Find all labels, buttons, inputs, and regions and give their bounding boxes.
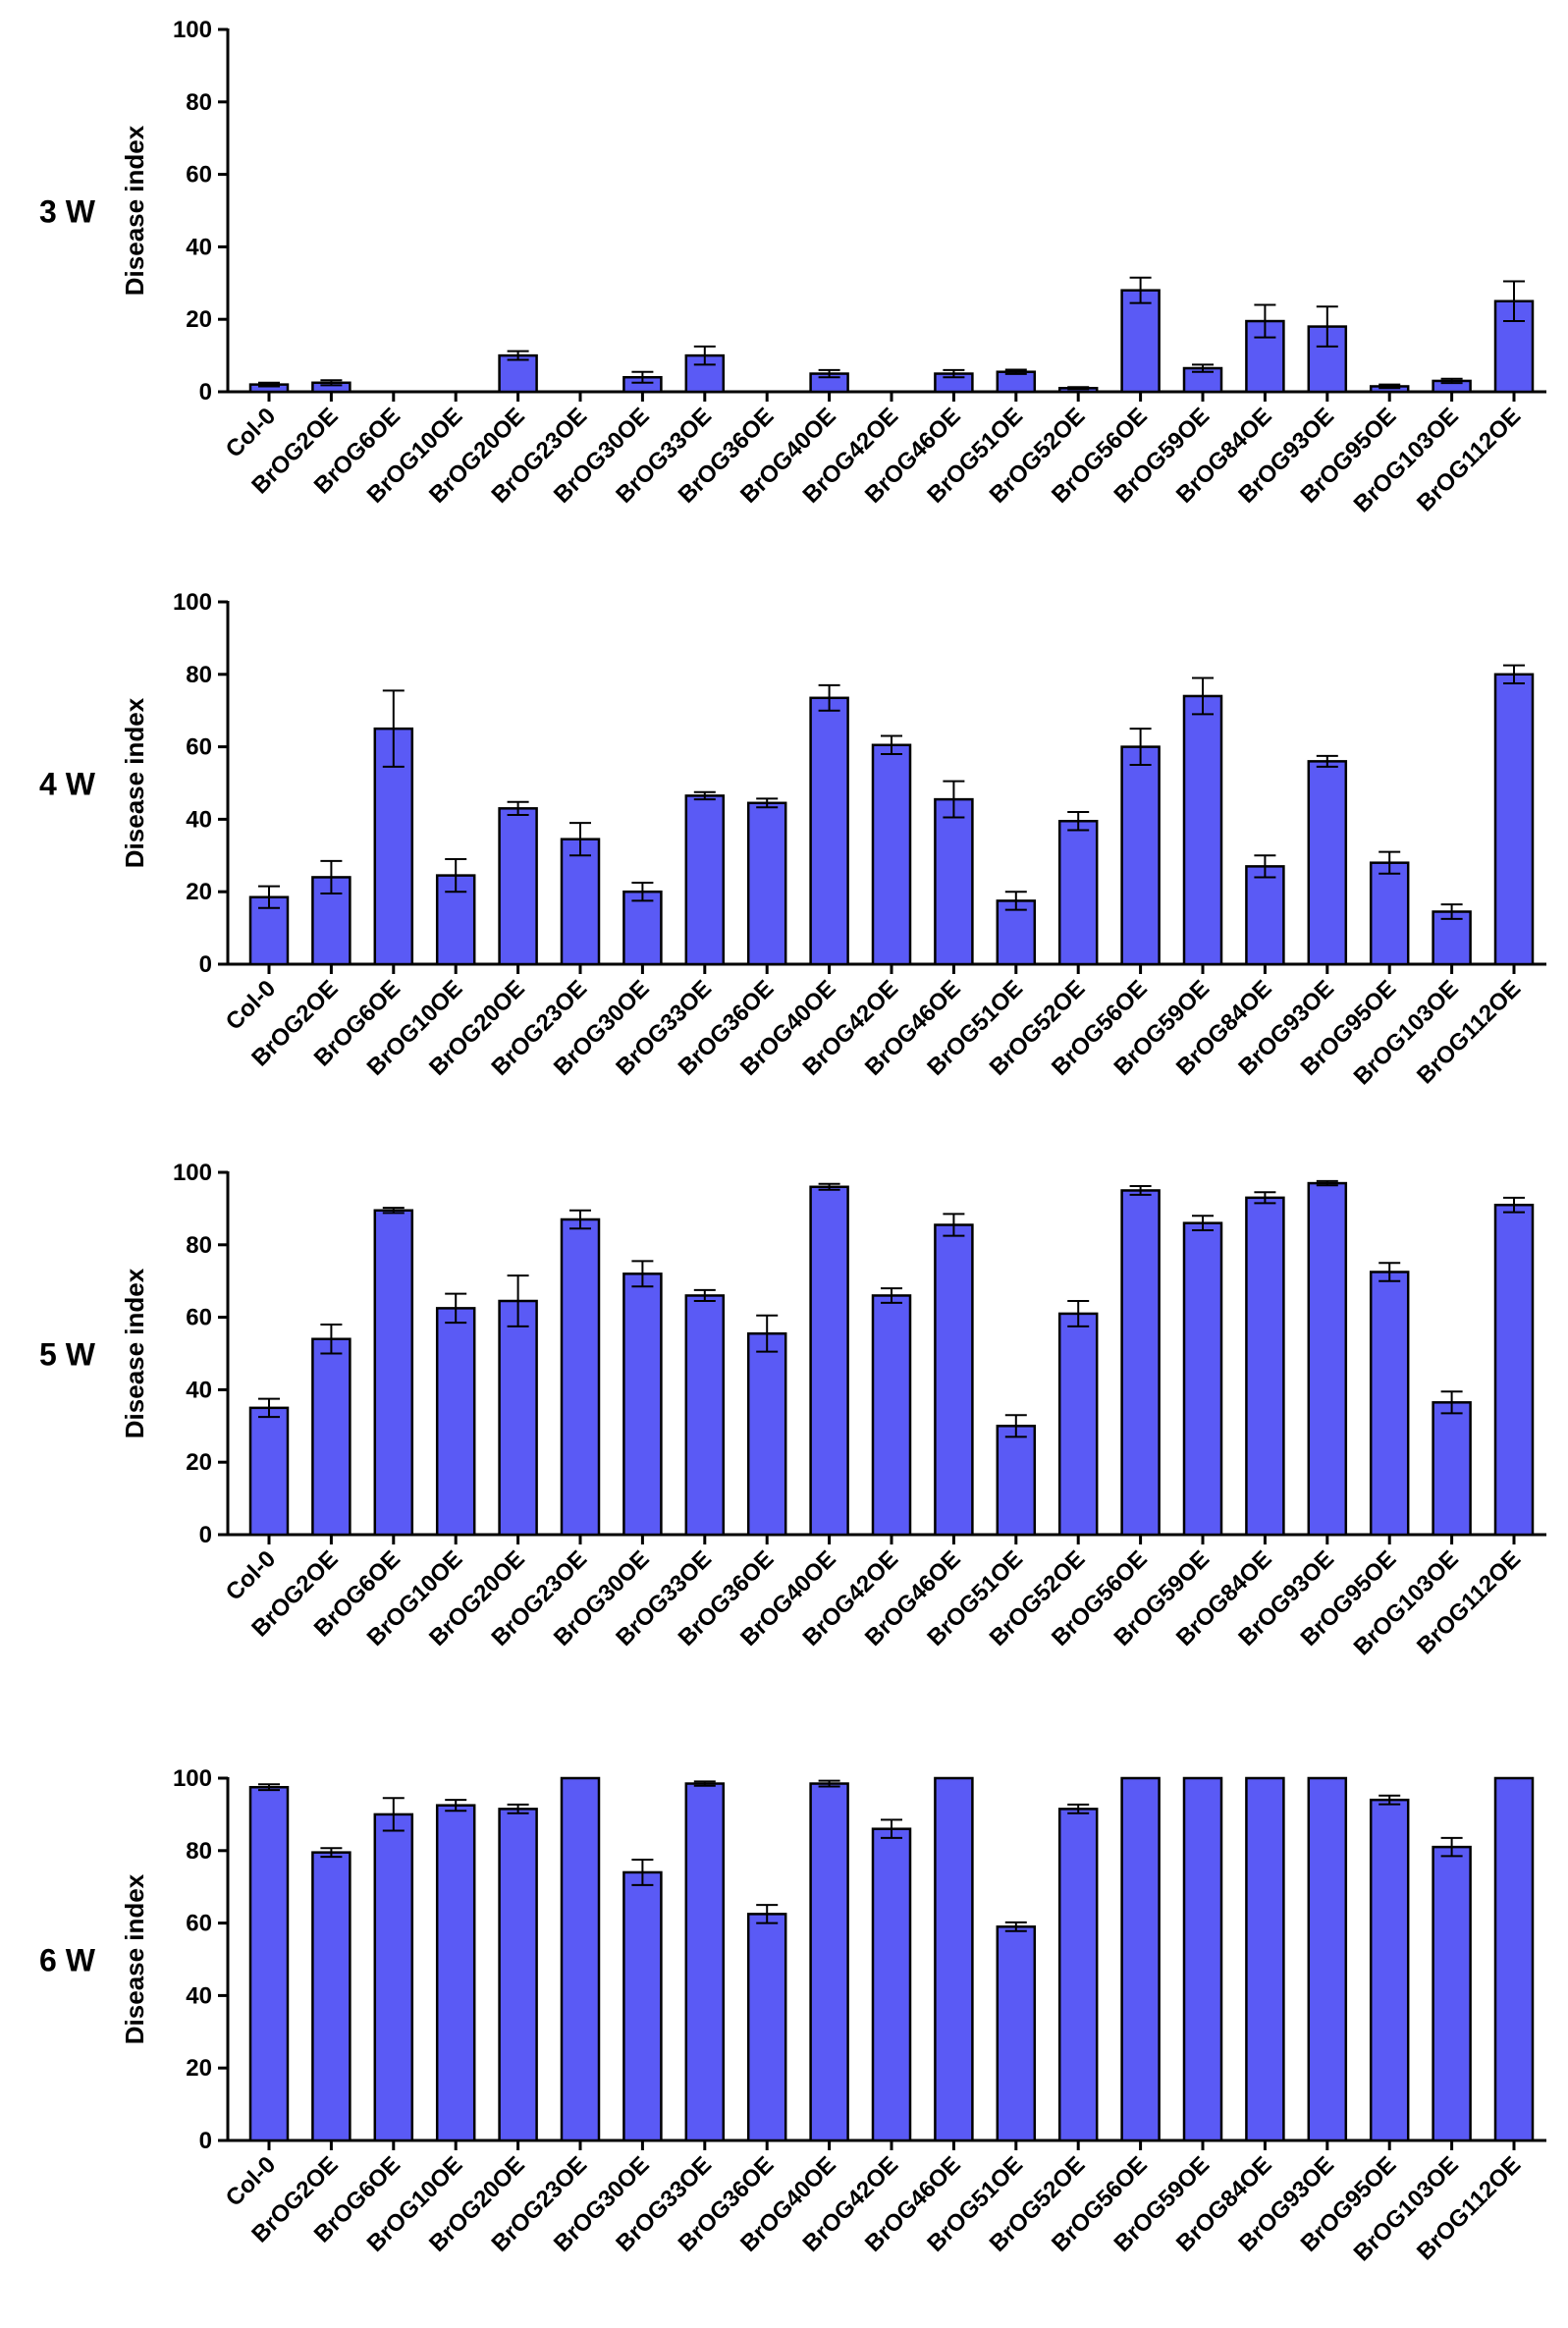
bar [622, 890, 663, 966]
bar [248, 1785, 290, 2142]
bar [435, 1804, 476, 2142]
bar [498, 1299, 538, 1537]
y-tick-label: 100 [173, 17, 212, 43]
bar [311, 1337, 351, 1537]
bar [1120, 1776, 1161, 2142]
bar [560, 1218, 601, 1537]
bar [1369, 861, 1410, 966]
bar [1120, 745, 1161, 966]
bar [684, 1782, 726, 2142]
bar [498, 1808, 538, 2142]
bar [1120, 289, 1161, 394]
bar [1057, 1312, 1099, 1537]
bar [498, 807, 538, 966]
bar [560, 1776, 601, 2142]
bar [996, 1425, 1037, 1537]
y-tick-label: 80 [186, 89, 212, 116]
y-tick-label: 0 [199, 951, 212, 978]
bar [871, 1827, 912, 2142]
bar [1307, 1181, 1348, 1537]
bar [809, 696, 849, 966]
panel-5w: 5 W Disease index020406080100Col-0BrOG2OE… [39, 1160, 1546, 1660]
bar [996, 899, 1037, 966]
y-tick-label: 60 [186, 1911, 212, 1937]
bar [746, 1331, 787, 1537]
y-tick-label: 20 [186, 1449, 212, 1476]
y-tick-label: 80 [186, 1232, 212, 1259]
bar [1493, 673, 1535, 966]
bar [1307, 1776, 1348, 2142]
bar [1182, 1221, 1223, 1537]
bar [1182, 694, 1223, 966]
y-axis-title: Disease index [120, 125, 149, 296]
bar [373, 1813, 414, 2142]
y-tick-label: 100 [173, 1765, 212, 1792]
y-tick-label: 0 [199, 1522, 212, 1548]
bar [1307, 760, 1348, 966]
bar [871, 1294, 912, 1537]
y-tick-label: 0 [199, 379, 212, 406]
panel-label: 3 W [39, 194, 96, 230]
bar [1432, 1845, 1472, 2142]
bar [1369, 1798, 1410, 2142]
y-tick-label: 80 [186, 662, 212, 688]
bar [1057, 819, 1099, 966]
bar [871, 743, 912, 966]
y-tick-label: 100 [173, 589, 212, 616]
bar [373, 1209, 414, 1537]
bar [498, 353, 538, 394]
panel-label: 4 W [39, 767, 96, 802]
bar [248, 1406, 290, 1537]
y-tick-label: 40 [186, 1982, 212, 2009]
y-tick-label: 20 [186, 306, 212, 333]
bar [1493, 1776, 1535, 2142]
bar [996, 1925, 1037, 2142]
y-tick-label: 20 [186, 879, 212, 905]
bar [934, 1223, 974, 1537]
bar [622, 1272, 663, 1537]
bar [934, 1776, 974, 2142]
panel-4w: 4 W Disease index020406080100Col-0BrOG2OE… [39, 589, 1546, 1090]
panel-3w: 3 W Disease index020406080100Col-0BrOG2OE… [39, 17, 1546, 517]
bar [1245, 1776, 1285, 2142]
bar [1057, 1808, 1099, 2142]
y-tick-label: 40 [186, 806, 212, 833]
bar [1182, 1776, 1223, 2142]
bar [684, 794, 726, 966]
y-tick-label: 60 [186, 1305, 212, 1331]
bar [622, 1870, 663, 2142]
panel-6w: 6 W Disease index020406080100Col-0BrOG2OE… [39, 1765, 1546, 2266]
bar [746, 801, 787, 966]
bar [746, 1913, 787, 2142]
bar [1493, 1203, 1535, 1537]
bar [684, 1294, 726, 1537]
panel-label: 5 W [39, 1337, 96, 1373]
bar [435, 1307, 476, 1537]
bar [1245, 865, 1285, 966]
y-tick-label: 20 [186, 2055, 212, 2082]
y-tick-label: 60 [186, 734, 212, 761]
y-axis-title: Disease index [120, 697, 149, 868]
bar [311, 1851, 351, 2142]
y-tick-label: 40 [186, 234, 212, 260]
y-tick-label: 80 [186, 1838, 212, 1865]
bar [1432, 910, 1472, 966]
y-tick-label: 0 [199, 2128, 212, 2154]
bar [1432, 1401, 1472, 1537]
bar [560, 838, 601, 966]
y-axis-title: Disease index [120, 1873, 149, 2044]
y-tick-label: 40 [186, 1377, 212, 1403]
y-tick-label: 60 [186, 162, 212, 189]
panel-label: 6 W [39, 1943, 96, 1978]
bar [809, 1185, 849, 1537]
bar [1245, 1196, 1285, 1537]
bar [934, 797, 974, 966]
bar [1120, 1189, 1161, 1537]
bar [809, 1782, 849, 2142]
bar [1369, 1271, 1410, 1537]
y-axis-title: Disease index [120, 1268, 149, 1438]
y-tick-label: 100 [173, 1160, 212, 1186]
